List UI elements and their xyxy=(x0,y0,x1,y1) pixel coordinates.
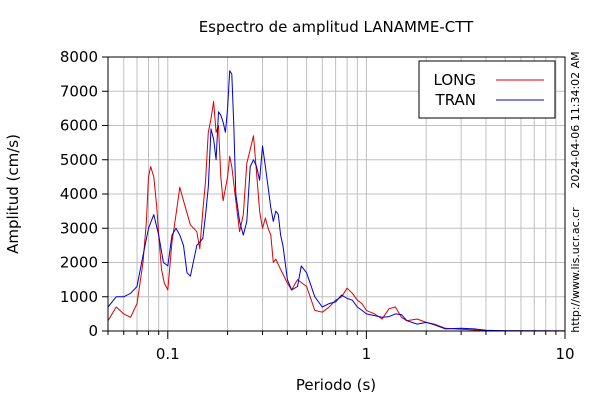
y-tick-label: 3000 xyxy=(60,219,98,237)
y-tick-label: 0 xyxy=(88,322,98,340)
x-axis-label: Periodo (s) xyxy=(296,376,376,394)
x-tick-label: 1 xyxy=(362,345,372,363)
y-tick-label: 5000 xyxy=(60,151,98,169)
timestamp-text: 2024-04-06 11:34:02 AM xyxy=(569,51,582,188)
y-tick-label: 7000 xyxy=(60,82,98,100)
y-tick-label: 6000 xyxy=(60,117,98,135)
y-tick-label: 2000 xyxy=(60,254,98,272)
x-tick-label: 0.1 xyxy=(156,345,180,363)
legend-box xyxy=(418,60,556,119)
legend-label-long: LONG xyxy=(434,71,476,89)
legend: LONG TRAN xyxy=(418,60,556,119)
x-tick-label: 10 xyxy=(555,345,574,363)
y-tick-label: 8000 xyxy=(60,48,98,66)
y-axis-label: Amplitud (cm/s) xyxy=(4,134,22,254)
source-url-text: http://www.lis.ucr.ac.cr xyxy=(569,207,582,333)
series-line-long xyxy=(107,101,565,332)
y-tick-label: 4000 xyxy=(60,185,98,203)
legend-label-tran: TRAN xyxy=(435,91,476,109)
y-tick-label: 1000 xyxy=(60,288,98,306)
series-line-tran xyxy=(107,70,566,332)
chart-title: Espectro de amplitud LANAMME-CTT xyxy=(199,18,474,36)
series-lines xyxy=(107,70,566,332)
axis-ticks: 0 1000 2000 3000 4000 5000 6000 7000 8000 0.1 1 10 xyxy=(60,48,575,363)
